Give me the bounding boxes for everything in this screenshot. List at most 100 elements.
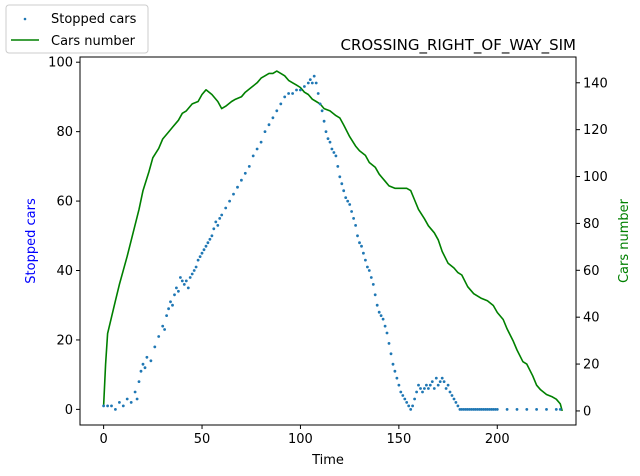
stopped-cars-point <box>440 376 444 380</box>
x-tick-label: 50 <box>194 432 211 447</box>
stopped-cars-point <box>188 276 192 279</box>
y-axis-left: 0 20 40 60 80 100 <box>48 56 80 418</box>
stopped-cars-point <box>387 342 391 345</box>
stopped-cars-point <box>462 408 466 411</box>
x-axis-label: Time <box>311 453 344 468</box>
stopped-cars-point <box>350 210 353 213</box>
stopped-cars-point <box>377 310 381 314</box>
stopped-cars-point <box>460 408 464 411</box>
stopped-cars-point <box>247 165 251 168</box>
stopped-cars-point <box>486 408 489 411</box>
stopped-cars-point <box>308 78 312 81</box>
stopped-cars-point <box>375 303 379 307</box>
y-left-tick-label: 20 <box>56 333 73 348</box>
stopped-cars-point <box>303 85 306 88</box>
legend-marker-stopped-cars <box>23 17 27 21</box>
stopped-cars-point <box>212 227 216 231</box>
stopped-cars-point <box>407 404 411 408</box>
stopped-cars-point <box>145 355 149 359</box>
stopped-cars-point <box>218 217 222 220</box>
stopped-cars-point <box>342 189 346 193</box>
series-stopped-cars <box>102 74 562 411</box>
stopped-cars-point <box>432 387 436 390</box>
stopped-cars-point <box>255 147 259 151</box>
stopped-cars-point <box>393 369 397 373</box>
stopped-cars-point <box>367 269 371 272</box>
stopped-cars-point <box>338 175 342 179</box>
stopped-cars-point <box>535 408 538 411</box>
stopped-cars-point <box>411 404 414 408</box>
y-axis-left-label: Stopped cars <box>24 198 39 284</box>
stopped-cars-point <box>332 151 336 154</box>
stopped-cars-point <box>314 81 318 85</box>
stopped-cars-point <box>118 401 121 404</box>
y-left-tick-label: 40 <box>56 264 73 279</box>
stopped-cars-point <box>480 408 483 411</box>
stopped-cars-point <box>310 81 314 85</box>
stopped-cars-point <box>482 408 485 411</box>
stopped-cars-point <box>102 404 105 408</box>
stopped-cars-point <box>196 258 200 262</box>
x-tick-label: 200 <box>485 432 510 447</box>
stopped-cars-point <box>525 408 529 411</box>
stopped-cars-point <box>267 123 271 127</box>
stopped-cars-point <box>448 390 452 394</box>
stopped-cars-point <box>175 286 178 290</box>
stopped-cars-point <box>169 300 172 304</box>
stopped-cars-point <box>369 276 373 279</box>
stopped-cars-point <box>192 269 196 272</box>
stopped-cars-point <box>360 244 363 248</box>
stopped-cars-point <box>444 387 448 390</box>
legend-label-stopped-cars: Stopped cars <box>51 12 137 27</box>
stopped-cars-point <box>141 362 145 366</box>
stopped-cars-point <box>438 380 442 383</box>
stopped-cars-point <box>220 213 224 217</box>
stopped-cars-point <box>348 203 352 206</box>
stopped-cars-point <box>554 408 558 411</box>
stopped-cars-point <box>423 387 426 390</box>
stopped-cars-point <box>114 408 117 411</box>
stopped-cars-point <box>403 397 407 401</box>
stopped-cars-point <box>379 314 383 317</box>
y-right-tick-label: 100 <box>583 170 608 185</box>
stopped-cars-point <box>515 408 519 411</box>
y-right-tick-label: 140 <box>583 76 608 91</box>
stopped-cars-point <box>312 74 316 78</box>
stopped-cars-point <box>275 109 279 113</box>
stopped-cars-point <box>545 408 548 411</box>
stopped-cars-point <box>184 279 188 283</box>
stopped-cars-point <box>129 401 133 404</box>
stopped-cars-point <box>110 404 113 408</box>
stopped-cars-point <box>413 397 416 401</box>
stopped-cars-point <box>236 185 239 189</box>
stopped-cars-point <box>173 293 176 297</box>
chart-title: CROSSING_RIGHT_OF_WAY_SIM <box>340 36 576 55</box>
cars-number-line <box>102 70 563 412</box>
x-tick-label: 100 <box>288 432 313 447</box>
series-cars-number <box>102 70 563 412</box>
stopped-cars-point <box>291 92 294 95</box>
y-right-tick-label: 80 <box>583 217 600 232</box>
stopped-cars-point <box>340 182 344 186</box>
stopped-cars-point <box>143 366 147 370</box>
stopped-cars-point <box>364 258 367 262</box>
stopped-cars-point <box>204 244 208 248</box>
y-left-tick-label: 80 <box>56 125 73 140</box>
stopped-cars-point <box>224 206 228 210</box>
y-left-tick-label: 60 <box>56 195 73 210</box>
stopped-cars-point <box>177 289 180 293</box>
y-right-tick-label: 0 <box>583 404 591 419</box>
stopped-cars-point <box>287 92 290 95</box>
stopped-cars-point <box>466 408 470 411</box>
stopped-cars-point <box>190 272 194 276</box>
stopped-cars-point <box>182 283 186 286</box>
stopped-cars-point <box>210 234 214 238</box>
y-left-tick-label: 100 <box>48 56 73 71</box>
stopped-cars-point <box>442 380 446 383</box>
y-left-tick-label: 0 <box>65 403 73 418</box>
stopped-cars-point <box>153 345 157 349</box>
stopped-cars-point <box>279 102 283 106</box>
stopped-cars-point <box>491 408 495 411</box>
stopped-cars-point <box>446 383 450 387</box>
